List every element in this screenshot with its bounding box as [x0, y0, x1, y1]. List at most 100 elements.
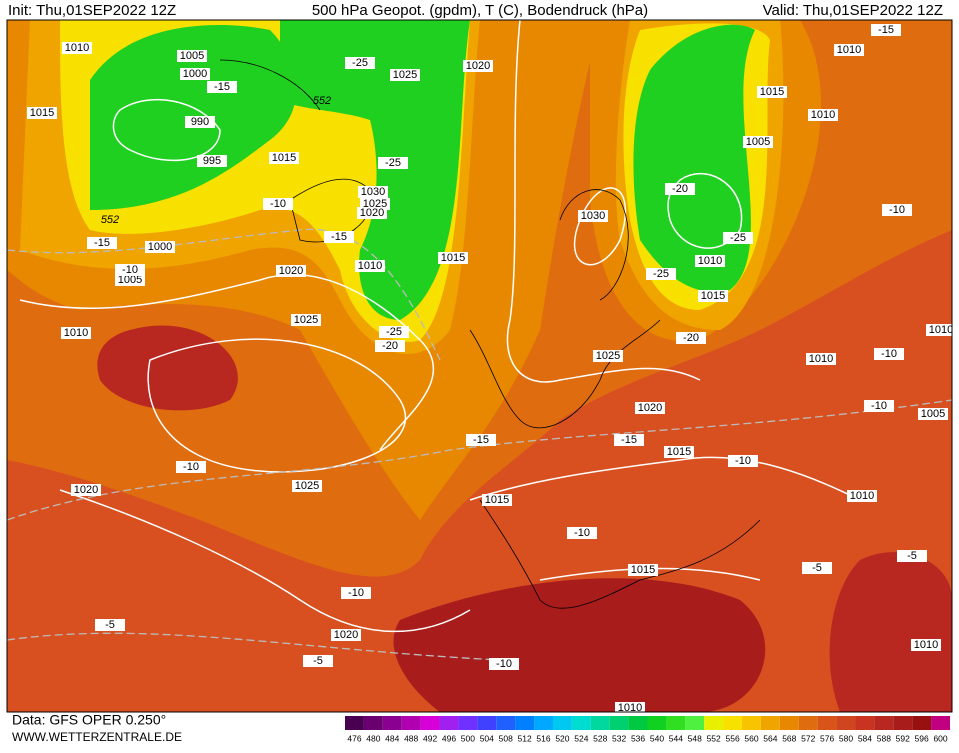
isobar-label-box — [276, 265, 306, 277]
colorbar-tick-label: 540 — [650, 733, 664, 743]
temperature-label-box — [341, 587, 371, 599]
isobar-label: 1010 — [850, 490, 874, 502]
colorbar-tick-label: 556 — [725, 733, 739, 743]
colorbar-tick-label: 484 — [385, 733, 399, 743]
colorbar-swatch — [874, 716, 894, 730]
isobar-label: 1020 — [466, 60, 490, 72]
isobar-label: 1005 — [180, 50, 204, 62]
isobar-label-box — [918, 408, 948, 420]
colorbar-swatch — [590, 716, 610, 730]
isobar-label-box — [331, 629, 361, 641]
temperature-label: -10 — [889, 204, 905, 216]
isobar-label: 1010 — [929, 324, 953, 336]
temperature-label-box — [676, 332, 706, 344]
colorbar-tick-label: 568 — [782, 733, 796, 743]
temperature-label-box — [303, 655, 333, 667]
colorbar-tick-label: 500 — [461, 733, 475, 743]
temperature-label-box — [874, 348, 904, 360]
isobar-label: 1015 — [701, 290, 725, 302]
colorbar-swatch — [760, 716, 780, 730]
colorbar-swatch — [855, 716, 875, 730]
temperature-label: -10 — [122, 264, 138, 276]
colorbar-swatch — [477, 716, 497, 730]
isobar-label-box — [115, 274, 145, 286]
colorbar-tick-label: 588 — [877, 733, 891, 743]
colorbar-tick-label: 504 — [480, 733, 494, 743]
colorbar-tick-label: 544 — [669, 733, 683, 743]
colorbar-swatch — [742, 716, 761, 730]
colorbar-swatch — [628, 716, 648, 730]
isobar-label: 1010 — [64, 327, 88, 339]
isobar-label: 1000 — [183, 68, 207, 80]
isobar-label: 1010 — [914, 639, 938, 651]
temperature-label-box — [802, 562, 832, 574]
colorbar-swatch — [723, 716, 743, 730]
map-title: 500 hPa Geopot. (gpdm), T (C), Bodendruc… — [312, 2, 648, 19]
map-area: 1010100510009909951015101510251020103010… — [7, 20, 953, 714]
temperature-label: -10 — [496, 658, 512, 670]
colorbar-swatch — [458, 716, 478, 730]
isobar-label-box — [808, 109, 838, 121]
temperature-label-box — [87, 237, 117, 249]
colorbar-swatch — [685, 716, 705, 730]
colorbar-swatch — [496, 716, 516, 730]
temperature-label-box — [95, 619, 125, 631]
colorbar-swatch — [571, 716, 591, 730]
temperature-label: -10 — [574, 527, 590, 539]
colorbar-swatch — [552, 716, 572, 730]
colorbar: 476 480 484 488 492 496 500 504 508 512 516 520 524 5… — [345, 716, 950, 743]
field-red-east — [829, 552, 952, 712]
colorbar-swatch — [836, 716, 856, 730]
temperature-label-box — [324, 231, 354, 243]
isobar-label-box — [847, 490, 877, 502]
colorbar-swatch — [893, 716, 913, 730]
isobar-label: 1010 — [618, 702, 642, 714]
isobar-label: 1010 — [698, 255, 722, 267]
isobar-label: 1030 — [581, 210, 605, 222]
colorbar-tick-label: 512 — [518, 733, 532, 743]
temperature-label: -25 — [385, 157, 401, 169]
isobar-label: 1005 — [746, 136, 770, 148]
isobar-label-box — [185, 116, 215, 128]
isobar-label: 1010 — [837, 44, 861, 56]
colorbar-swatch — [931, 716, 950, 730]
colorbar-tick-label: 592 — [896, 733, 910, 743]
field-red-atlantic — [97, 325, 238, 411]
colorbar-swatch — [420, 716, 440, 730]
isobar-label: 1020 — [74, 484, 98, 496]
temperature-label: -10 — [183, 461, 199, 473]
isobar-label-box — [593, 350, 623, 362]
colorbar-tick-label: 560 — [744, 733, 758, 743]
isobar-label: 1015 — [667, 446, 691, 458]
isobar-label-box — [357, 207, 387, 219]
isobar-label-box — [926, 324, 952, 336]
temperature-label-box — [723, 232, 753, 244]
isobar-label-box — [145, 241, 175, 253]
coastlines — [219, 59, 761, 609]
isobar-label-box — [180, 68, 210, 80]
isobar-label: 1015 — [631, 564, 655, 576]
isobar-label: 1025 — [363, 198, 387, 210]
temperature-label-box — [176, 461, 206, 473]
temperature-label-box — [646, 268, 676, 280]
temperature-label-box — [614, 434, 644, 446]
colorbar-tick-label: 508 — [499, 733, 513, 743]
isobar-label-box — [177, 50, 207, 62]
temperature-label: -10 — [871, 400, 887, 412]
isobar-label-box — [628, 564, 658, 576]
temperature-label: -15 — [621, 434, 637, 446]
temperature-label: -20 — [672, 183, 688, 195]
isobar-label: 1020 — [360, 207, 384, 219]
colorbar-swatch — [704, 716, 724, 730]
colorbar-swatch — [779, 716, 799, 730]
temperature-label-box — [897, 550, 927, 562]
isobar-label: 1000 — [148, 241, 172, 253]
colorbar-tick-label: 488 — [404, 733, 418, 743]
colorbar-tick-label: 580 — [839, 733, 853, 743]
isobar-label: 1020 — [334, 629, 358, 641]
isobar-label-box — [635, 402, 665, 414]
temperature-label-box — [665, 183, 695, 195]
temperature-label: -10 — [348, 587, 364, 599]
isobar-label-box — [463, 60, 493, 72]
temperature-label-box — [728, 455, 758, 467]
